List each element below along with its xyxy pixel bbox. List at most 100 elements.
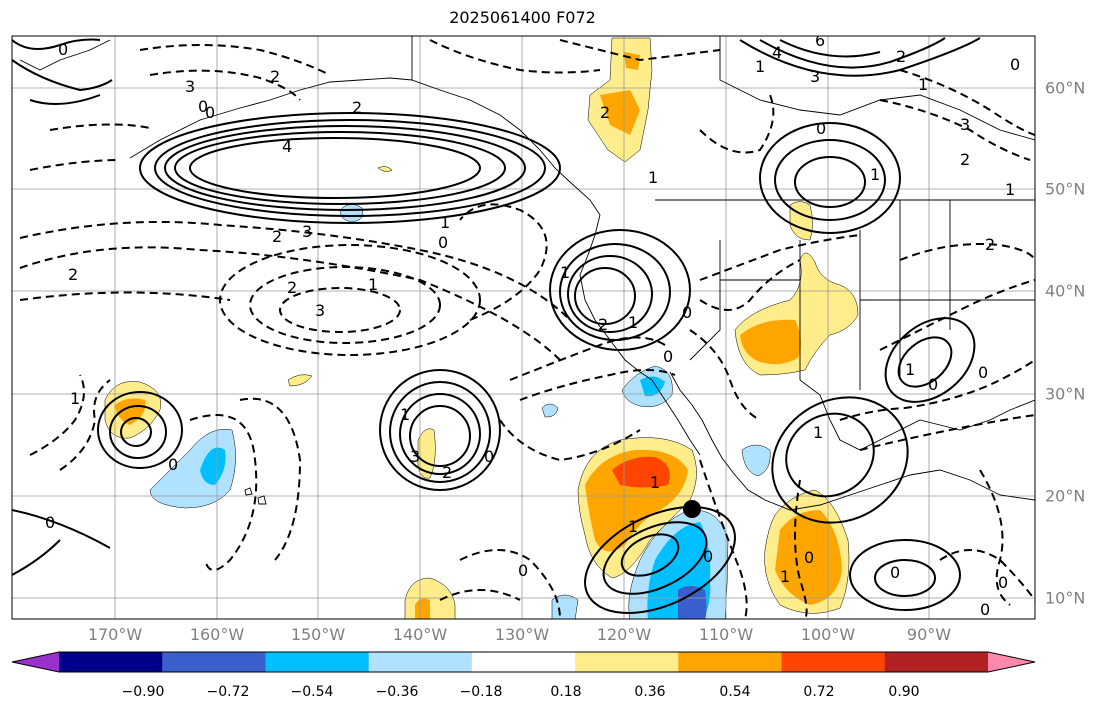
contour-label: 2 <box>896 47 906 66</box>
contour-label: 0 <box>816 119 826 138</box>
map-frame <box>11 35 1036 620</box>
colorbar-segment <box>265 652 370 672</box>
contour-label: 3 <box>302 222 312 241</box>
colorbar-segment <box>368 652 473 672</box>
contour-label: 3 <box>410 447 420 466</box>
colorbar-segment <box>59 652 163 672</box>
contour-label: 1 <box>755 57 765 76</box>
contour-label: 2 <box>352 98 362 117</box>
contour-label: 1 <box>628 313 638 332</box>
contour-label: 0 <box>1010 55 1020 74</box>
contour-label: 1 <box>560 263 570 282</box>
contour-label: 3 <box>185 77 195 96</box>
contour-label: 2 <box>598 315 608 334</box>
lon-label: 90°W <box>906 625 952 644</box>
colorbar-outline <box>11 651 1036 673</box>
contour-label: 0 <box>168 455 178 474</box>
contour-label: 2 <box>985 235 995 254</box>
lon-label: 140°W <box>392 625 448 644</box>
colorbar-segment <box>471 652 576 672</box>
contour-label: 1 <box>368 275 378 294</box>
contour-label: 6 <box>815 31 825 50</box>
contour-label: 0 <box>58 40 68 59</box>
contour-label: 3 <box>315 301 325 320</box>
contour-label: 1 <box>905 360 915 379</box>
lon-label: 160°W <box>189 625 245 644</box>
contour-label: 0 <box>978 363 988 382</box>
lon-label: 150°W <box>290 625 346 644</box>
colorbar-tick-label: 0.18 <box>550 684 582 700</box>
contour-label: 2 <box>287 278 297 297</box>
colorbar-tick-label: −0.90 <box>121 684 165 700</box>
storm-marker-dot <box>683 500 701 518</box>
contour-label: 1 <box>400 405 410 424</box>
contour-label: 1 <box>650 473 660 492</box>
contour-label: 0 <box>205 103 215 122</box>
map-panel <box>12 36 1035 619</box>
shade-positive-north-coast-inner <box>600 90 640 135</box>
contour-label: 2 <box>68 265 78 284</box>
contour-label: 4 <box>772 43 782 62</box>
contour-label: 0 <box>438 233 448 252</box>
contour-label: 0 <box>518 561 528 580</box>
contour-label: 2 <box>270 67 280 86</box>
lat-label: 40°N <box>1045 281 1086 301</box>
contour-label: 4 <box>282 137 292 156</box>
colorbar-segment <box>884 652 989 672</box>
contour-label: 0 <box>663 347 673 366</box>
contour-label: 2 <box>600 103 610 122</box>
contour-label: 2 <box>272 227 282 246</box>
colorbar-tick-label: −0.18 <box>459 684 503 700</box>
lon-label: 110°W <box>698 625 754 644</box>
contour-label: 0 <box>198 97 208 116</box>
contour-label: 1 <box>70 389 80 408</box>
contour-label: 0 <box>703 547 713 566</box>
contour-label: 1 <box>440 213 450 232</box>
contour-label: 0 <box>682 303 692 322</box>
contour-label: 0 <box>804 548 814 567</box>
colorbar-tick-label: 0.54 <box>719 684 751 700</box>
shade-positive-north-small <box>624 52 640 70</box>
colorbar-tick-label: −0.36 <box>375 684 419 700</box>
lat-label: 30°N <box>1045 384 1086 404</box>
lat-label: 50°N <box>1045 179 1086 199</box>
contour-label: 0 <box>998 573 1008 592</box>
colorbar-tick-label: −0.54 <box>290 684 334 700</box>
coastlines <box>19 36 1035 511</box>
lon-label: 120°W <box>596 625 652 644</box>
contour-label: 3 <box>960 115 970 134</box>
contour-label: 1 <box>918 75 928 94</box>
contour-label: 0 <box>980 600 990 619</box>
lat-label: 10°N <box>1045 588 1086 608</box>
contour-label: 0 <box>928 375 938 394</box>
map-title: 2025061400 F072 <box>449 8 596 27</box>
contour-label: 0 <box>890 563 900 582</box>
contour-label: 1 <box>1005 180 1015 199</box>
contour-label: 2 <box>442 463 452 482</box>
contour-label: 1 <box>870 165 880 184</box>
shaded-anomaly-regions <box>104 37 859 619</box>
colorbar-tick-label: 0.72 <box>803 684 835 700</box>
lat-label: 20°N <box>1045 486 1086 506</box>
colorbar-extend-min <box>12 652 59 672</box>
lon-label: 130°W <box>494 625 550 644</box>
colorbar-tick-label: 0.36 <box>634 684 666 700</box>
colorbar-segment <box>162 652 266 672</box>
lat-label: 60°N <box>1045 78 1086 98</box>
colorbar-tick-label: −0.72 <box>206 684 250 700</box>
contour-label: 0 <box>45 513 55 532</box>
contour-label: 3 <box>810 67 820 86</box>
contour-label-group: 0 2 3 4 2 3 0 2 3 2 1 0 1 1 0 1 0 3 2 0 … <box>45 31 1020 619</box>
colorbar <box>11 651 1036 673</box>
contour-lines <box>12 37 1035 619</box>
contour-label: 1 <box>628 517 638 536</box>
lon-label: 170°W <box>87 625 143 644</box>
colorbar-segment <box>678 652 783 672</box>
gridlines <box>12 36 1035 619</box>
colorbar-tick-label: 0.90 <box>888 684 920 700</box>
contour-label: 0 <box>484 447 494 466</box>
contour-label: 2 <box>960 150 970 169</box>
contour-label: 1 <box>813 423 823 442</box>
colorbar-extend-max <box>988 652 1035 672</box>
